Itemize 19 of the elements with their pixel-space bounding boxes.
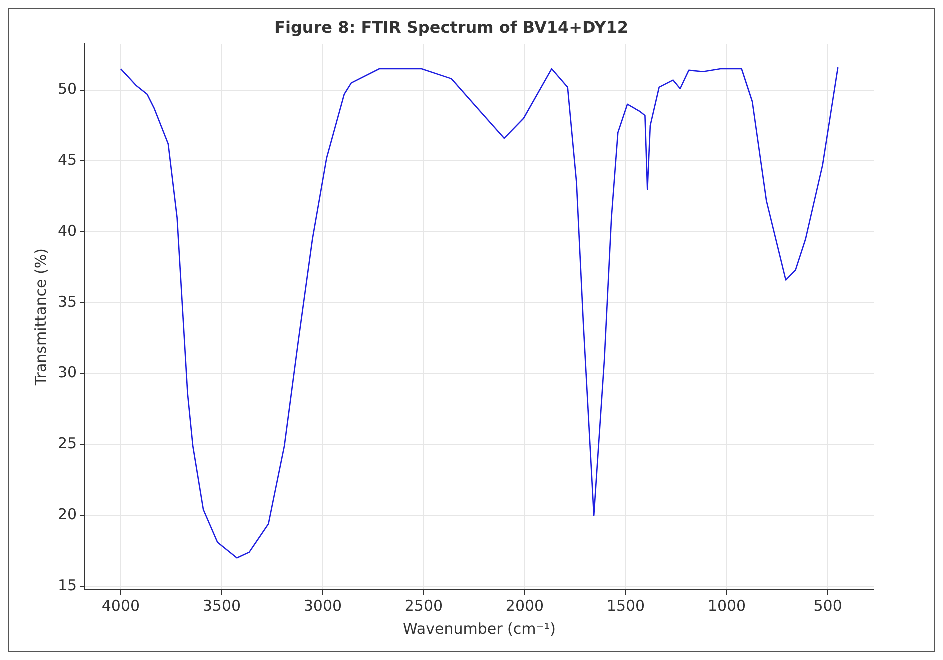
y-tick-label: 50: [58, 80, 78, 98]
x-tick-label: 2000: [506, 596, 544, 615]
y-tick-label: 20: [58, 505, 78, 524]
y-tick-label: 25: [58, 434, 78, 453]
x-tick-label: 4000: [102, 596, 140, 615]
x-tick-label: 500: [814, 596, 842, 615]
x-tick-label: 3500: [202, 596, 242, 615]
y-tick-label: 35: [58, 292, 78, 311]
y-tick-label: 15: [58, 576, 78, 594]
y-axis-title: Transmittance (%): [32, 248, 50, 387]
y-tick-label: 45: [58, 151, 78, 170]
x-tick-label: 2500: [404, 596, 444, 615]
x-axis-title: Wavenumber (cm⁻¹): [403, 620, 556, 638]
x-tick-label: 1000: [708, 596, 746, 615]
x-tick-label: 3000: [304, 596, 342, 615]
y-tick-label: 30: [58, 364, 78, 382]
x-tick-label: 1500: [606, 596, 646, 615]
chart-title: Figure 8: FTIR Spectrum of BV14+DY12: [274, 18, 628, 37]
y-tick-label: 40: [58, 222, 78, 240]
